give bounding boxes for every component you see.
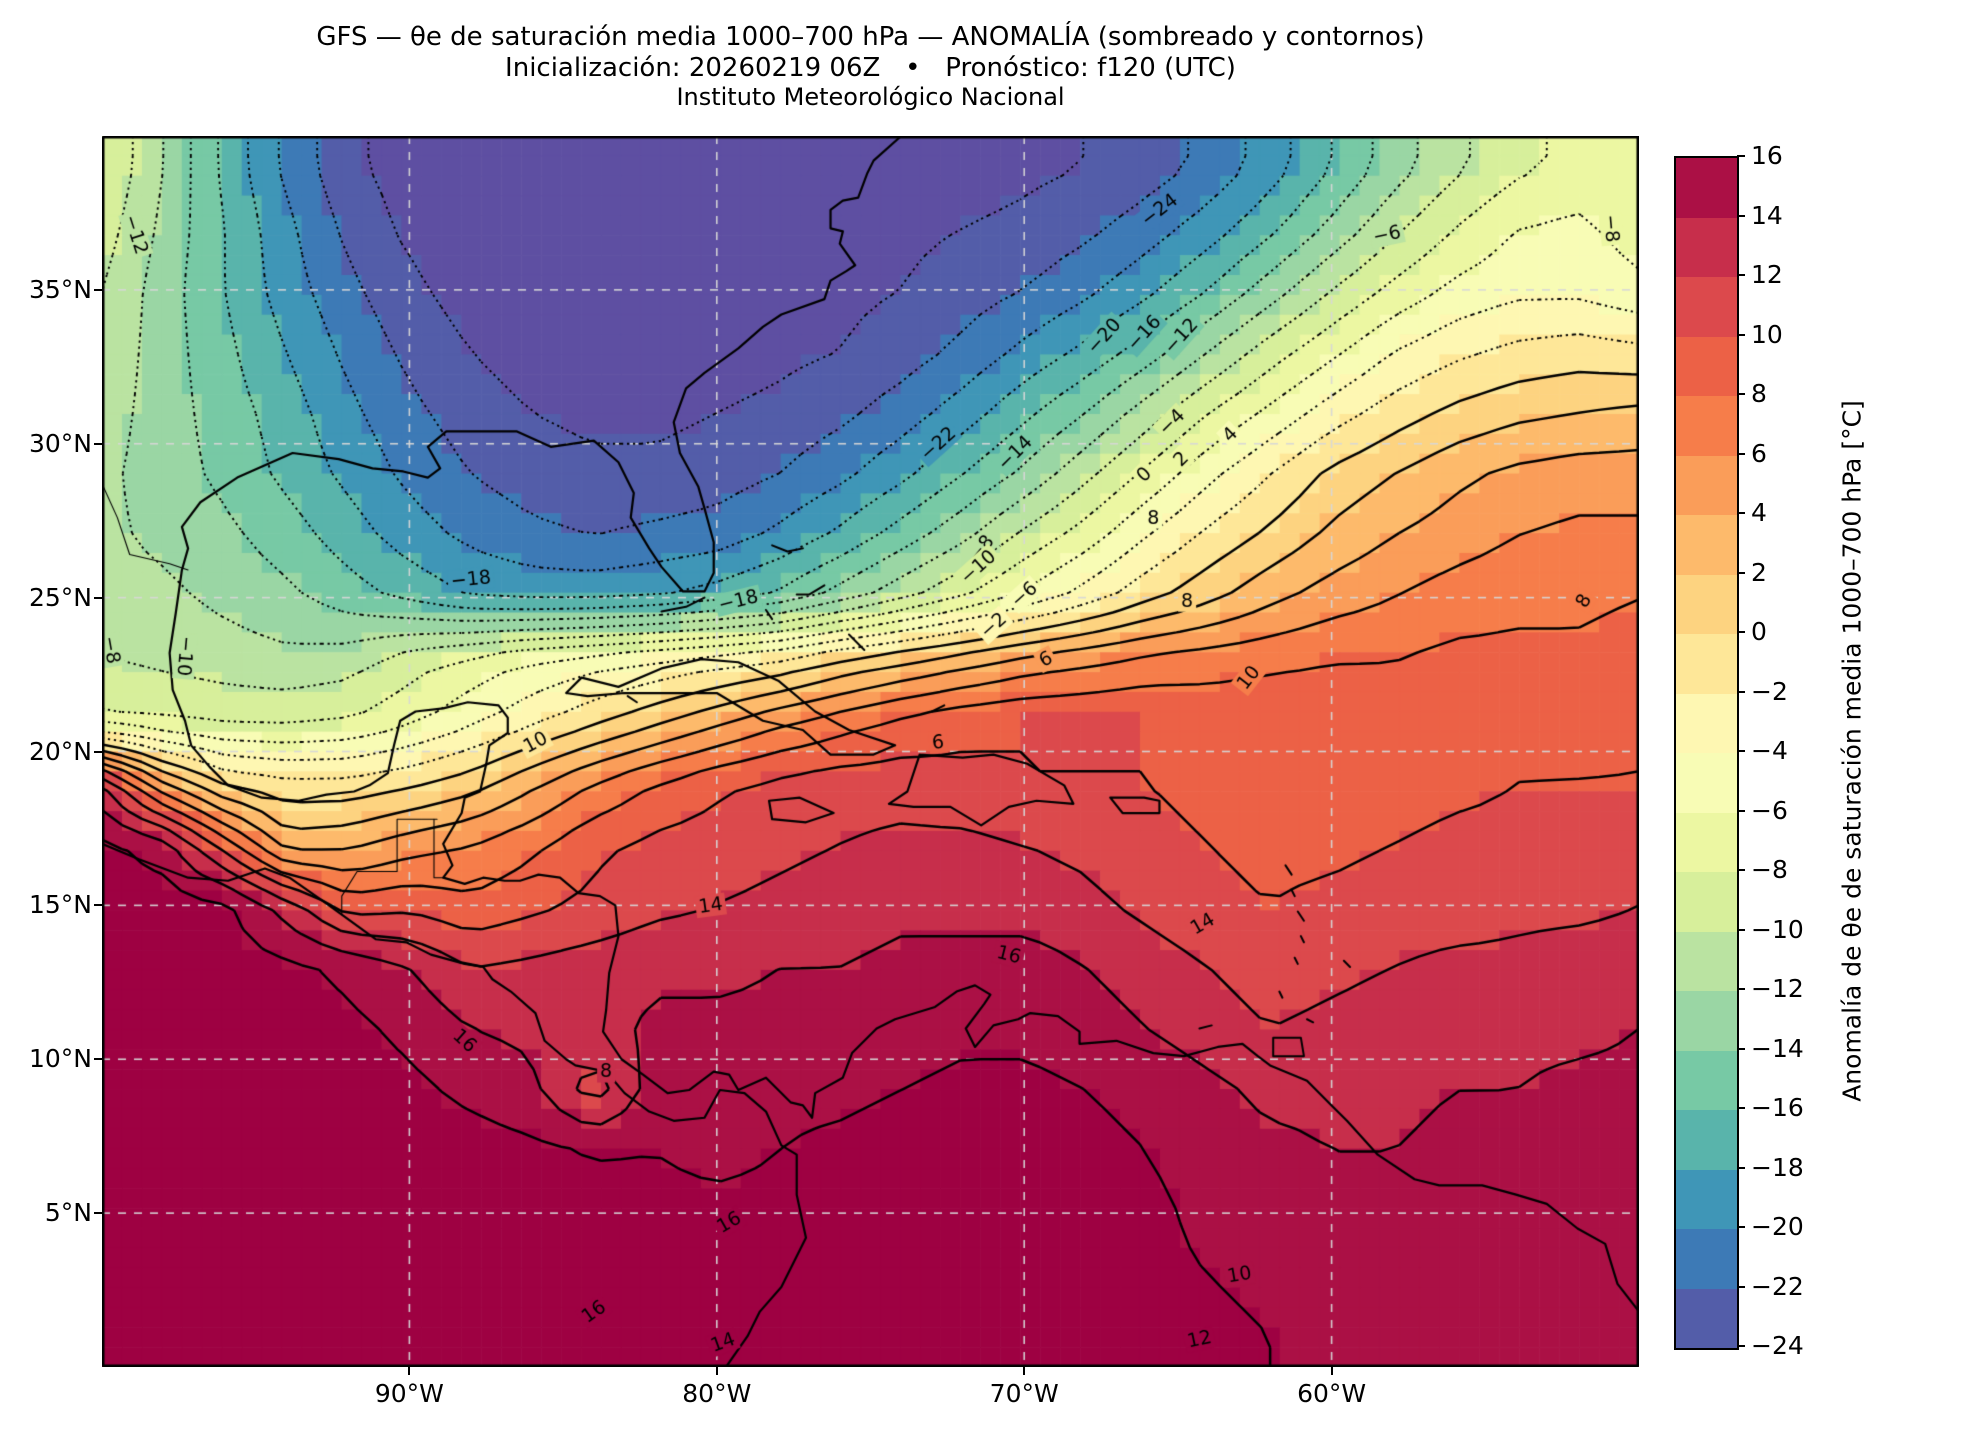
colorbar-tick-mark xyxy=(1737,988,1745,990)
colorbar-tick-mark xyxy=(1737,571,1745,574)
x-tick-mark xyxy=(1023,1367,1026,1375)
colorbar-tick-label: 14 xyxy=(1751,200,1783,230)
colorbar-tick-label: −10 xyxy=(1751,914,1804,944)
x-tick-mark xyxy=(1330,1367,1333,1375)
colorbar-tick-mark xyxy=(1737,214,1745,217)
colorbar-segment xyxy=(1676,1229,1737,1289)
y-tick-mark xyxy=(94,1058,102,1061)
colorbar-tick-label: −8 xyxy=(1751,855,1788,884)
colorbar-tick-mark xyxy=(1737,1107,1745,1109)
colorbar xyxy=(1674,156,1739,1350)
colorbar-tick-label: −20 xyxy=(1751,1212,1804,1241)
colorbar-tick-label: 10 xyxy=(1751,319,1783,349)
colorbar-segment xyxy=(1676,753,1737,813)
y-tick-label: 30°N xyxy=(28,428,92,458)
colorbar-label: Anomalía de θe de saturación media 1000–… xyxy=(1837,400,1867,1102)
colorbar-segment xyxy=(1676,812,1737,872)
colorbar-segment xyxy=(1676,574,1737,634)
colorbar-segment xyxy=(1676,336,1737,396)
colorbar-tick-label: −6 xyxy=(1751,795,1788,825)
colorbar-tick-mark xyxy=(1737,512,1745,514)
colorbar-tick-label: −12 xyxy=(1751,974,1804,1003)
colorbar-segment xyxy=(1676,931,1737,991)
colorbar-tick-mark xyxy=(1737,333,1745,336)
map-canvas xyxy=(102,136,1639,1367)
colorbar-segment xyxy=(1676,1050,1737,1110)
colorbar-segment xyxy=(1676,872,1737,932)
colorbar-tick-label: 12 xyxy=(1751,260,1783,289)
colorbar-tick-label: −16 xyxy=(1751,1093,1804,1122)
colorbar-segment xyxy=(1676,991,1737,1051)
title-line-3: Instituto Meteorológico Nacional xyxy=(676,83,1065,111)
colorbar-tick-label: −14 xyxy=(1751,1033,1804,1063)
colorbar-tick-mark xyxy=(1737,869,1745,871)
colorbar-tick-label: 4 xyxy=(1751,498,1767,527)
x-tick-mark xyxy=(715,1367,718,1375)
colorbar-tick-label: 2 xyxy=(1751,557,1767,587)
colorbar-segment xyxy=(1676,634,1737,694)
y-tick-label: 5°N xyxy=(44,1198,92,1228)
y-tick-mark xyxy=(94,442,102,445)
y-tick-label: 15°N xyxy=(28,890,92,920)
colorbar-segment xyxy=(1676,277,1737,337)
colorbar-tick-mark xyxy=(1737,1345,1745,1347)
colorbar-segment xyxy=(1676,515,1737,575)
colorbar-tick-label: 8 xyxy=(1751,379,1767,408)
x-tick-mark xyxy=(408,1367,411,1375)
colorbar-tick-mark xyxy=(1737,274,1745,276)
colorbar-tick-label: 16 xyxy=(1751,141,1783,170)
colorbar-tick-mark xyxy=(1737,393,1745,395)
colorbar-tick-mark xyxy=(1737,1047,1745,1050)
y-tick-mark xyxy=(94,750,102,753)
colorbar-tick-mark xyxy=(1737,690,1745,693)
x-tick-label: 80°W xyxy=(682,1379,752,1408)
colorbar-segment xyxy=(1676,693,1737,753)
y-tick-mark xyxy=(94,596,102,599)
y-tick-label: 10°N xyxy=(28,1044,92,1074)
y-tick-label: 25°N xyxy=(28,582,92,612)
colorbar-tick-label: −22 xyxy=(1751,1271,1804,1301)
colorbar-tick-label: −18 xyxy=(1751,1152,1804,1182)
colorbar-tick-mark xyxy=(1737,750,1745,752)
colorbar-segment xyxy=(1676,455,1737,515)
colorbar-tick-mark xyxy=(1737,1166,1745,1169)
y-tick-label: 35°N xyxy=(28,274,92,304)
x-tick-label: 60°W xyxy=(1297,1379,1367,1408)
y-tick-label: 20°N xyxy=(28,736,92,766)
colorbar-segment xyxy=(1676,1288,1737,1348)
x-tick-label: 90°W xyxy=(374,1379,444,1408)
colorbar-segment xyxy=(1676,1169,1737,1229)
title-line-2: Inicialización: 20260219 06Z • Pronóstic… xyxy=(505,53,1236,83)
colorbar-tick-mark xyxy=(1737,155,1745,157)
x-tick-label: 70°W xyxy=(989,1379,1059,1408)
colorbar-tick-mark xyxy=(1737,631,1745,633)
colorbar-tick-label: −24 xyxy=(1751,1331,1804,1360)
title-line-1: GFS — θe de saturación media 1000–700 hP… xyxy=(316,22,1425,52)
colorbar-tick-mark xyxy=(1737,1226,1745,1228)
colorbar-tick-mark xyxy=(1737,809,1745,812)
colorbar-tick-label: −4 xyxy=(1751,736,1788,765)
colorbar-tick-mark xyxy=(1737,928,1745,931)
colorbar-tick-mark xyxy=(1737,1285,1745,1288)
colorbar-tick-mark xyxy=(1737,452,1745,455)
y-tick-mark xyxy=(94,288,102,291)
colorbar-segment xyxy=(1676,396,1737,456)
colorbar-segment xyxy=(1676,1110,1737,1170)
y-tick-mark xyxy=(94,904,102,907)
y-tick-mark xyxy=(94,1212,102,1215)
colorbar-tick-label: 0 xyxy=(1751,617,1767,646)
colorbar-segment xyxy=(1676,158,1737,218)
colorbar-segment xyxy=(1676,217,1737,277)
colorbar-tick-label: 6 xyxy=(1751,438,1767,468)
colorbar-tick-label: −2 xyxy=(1751,676,1788,706)
